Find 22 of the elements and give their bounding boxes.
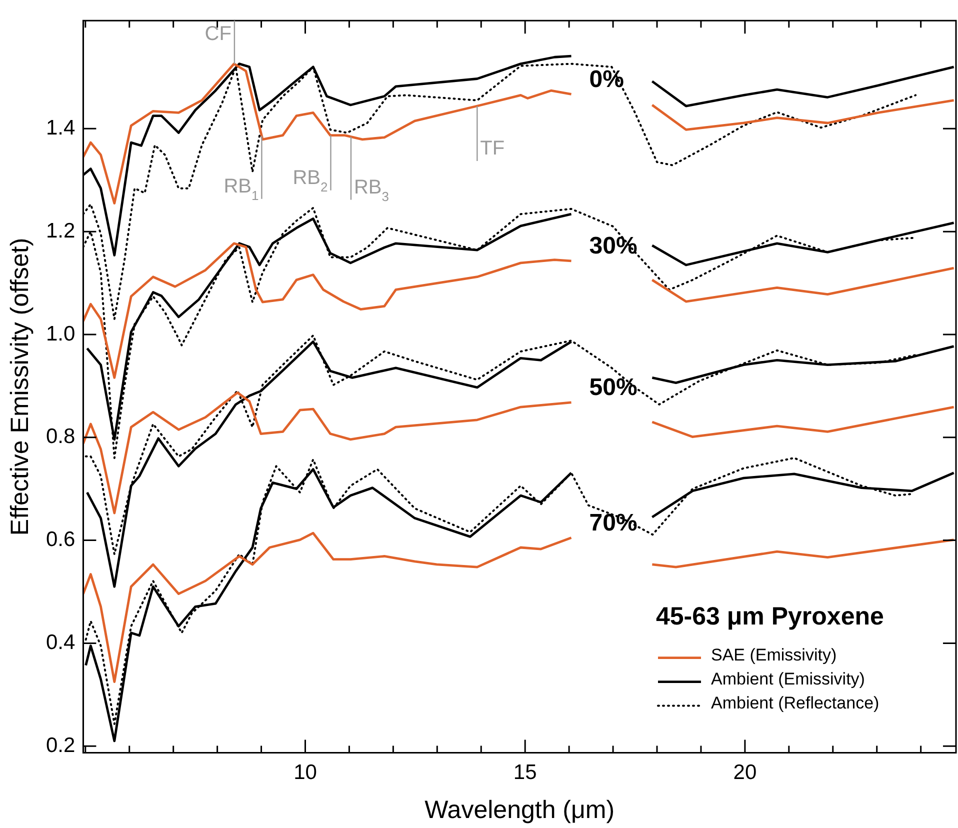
- legend-label: SAE (Emissivity): [711, 645, 837, 664]
- y-tick-label: 0.2: [46, 734, 76, 757]
- y-tick-label: 0.4: [46, 631, 76, 654]
- x-tick-label: 15: [513, 761, 537, 784]
- y-tick-label: 1.0: [46, 322, 76, 346]
- annotation: 0%: [589, 66, 624, 93]
- y-tick-label: 1.4: [46, 116, 76, 140]
- annotation: 70%: [589, 509, 638, 536]
- y-tick-label: 1.2: [46, 219, 76, 242]
- y-tick-label: 0.6: [46, 528, 76, 552]
- y-tick-label: 0.8: [46, 425, 76, 448]
- legend-label: Ambient (Reflectance): [711, 693, 880, 712]
- ref-line-label: CF: [204, 23, 232, 46]
- legend-title: 45-63 μm Pyroxene: [656, 602, 884, 631]
- x-axis-title: Wavelength (μm): [424, 796, 615, 824]
- ref-line-label: TF: [480, 138, 505, 160]
- annotation: 50%: [589, 374, 638, 402]
- x-tick-label: 10: [294, 761, 317, 784]
- x-tick-label: 20: [733, 761, 757, 784]
- y-axis-title: Effective Emissivity (offset): [6, 238, 34, 536]
- legend-label: Ambient (Emissivity): [711, 669, 865, 688]
- annotation: 30%: [589, 232, 638, 260]
